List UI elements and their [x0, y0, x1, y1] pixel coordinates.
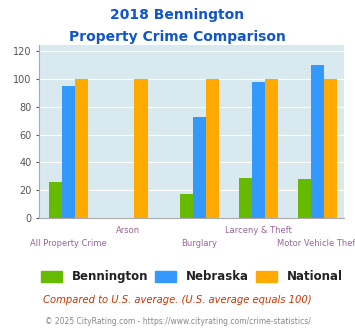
Text: Larceny & Theft: Larceny & Theft [225, 226, 292, 235]
Bar [135, 79, 148, 218]
Legend: Bennington, Nebraska, National: Bennington, Nebraska, National [36, 266, 347, 288]
Bar [252, 82, 265, 218]
Bar [239, 178, 252, 218]
Bar [62, 86, 75, 218]
Text: Burglary: Burglary [181, 239, 217, 248]
Text: © 2025 CityRating.com - https://www.cityrating.com/crime-statistics/: © 2025 CityRating.com - https://www.city… [45, 317, 310, 326]
Bar [180, 194, 193, 218]
Bar [193, 116, 206, 218]
Bar [324, 79, 337, 218]
Text: 2018 Bennington: 2018 Bennington [110, 8, 245, 22]
Bar [75, 79, 88, 218]
Bar [311, 65, 324, 218]
Text: Arson: Arson [116, 226, 140, 235]
Bar [49, 182, 62, 218]
Text: Motor Vehicle Theft: Motor Vehicle Theft [277, 239, 355, 248]
Text: All Property Crime: All Property Crime [30, 239, 107, 248]
Bar [206, 79, 219, 218]
Text: Property Crime Comparison: Property Crime Comparison [69, 30, 286, 44]
Bar [265, 79, 278, 218]
Text: Compared to U.S. average. (U.S. average equals 100): Compared to U.S. average. (U.S. average … [43, 295, 312, 305]
Bar [298, 179, 311, 218]
